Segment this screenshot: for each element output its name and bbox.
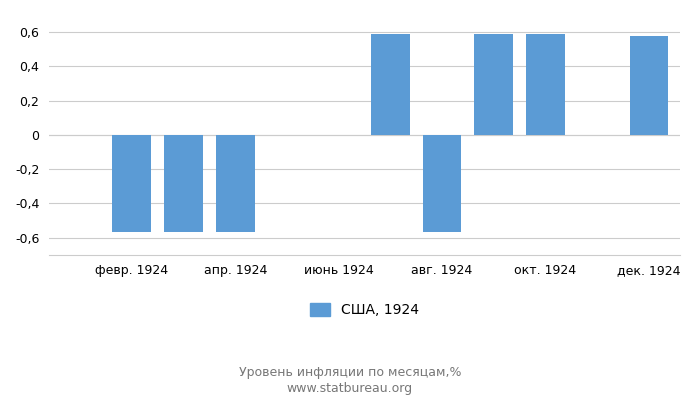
- Bar: [475, 34, 513, 135]
- Bar: [629, 36, 668, 135]
- Bar: [216, 135, 255, 232]
- Bar: [423, 135, 461, 232]
- Legend: США, 1924: США, 1924: [304, 298, 425, 323]
- Text: Уровень инфляции по месяцам,%: Уровень инфляции по месяцам,%: [239, 366, 461, 379]
- Bar: [371, 34, 409, 135]
- Bar: [164, 135, 203, 232]
- Text: www.statbureau.org: www.statbureau.org: [287, 382, 413, 395]
- Bar: [113, 135, 151, 232]
- Bar: [526, 34, 565, 135]
